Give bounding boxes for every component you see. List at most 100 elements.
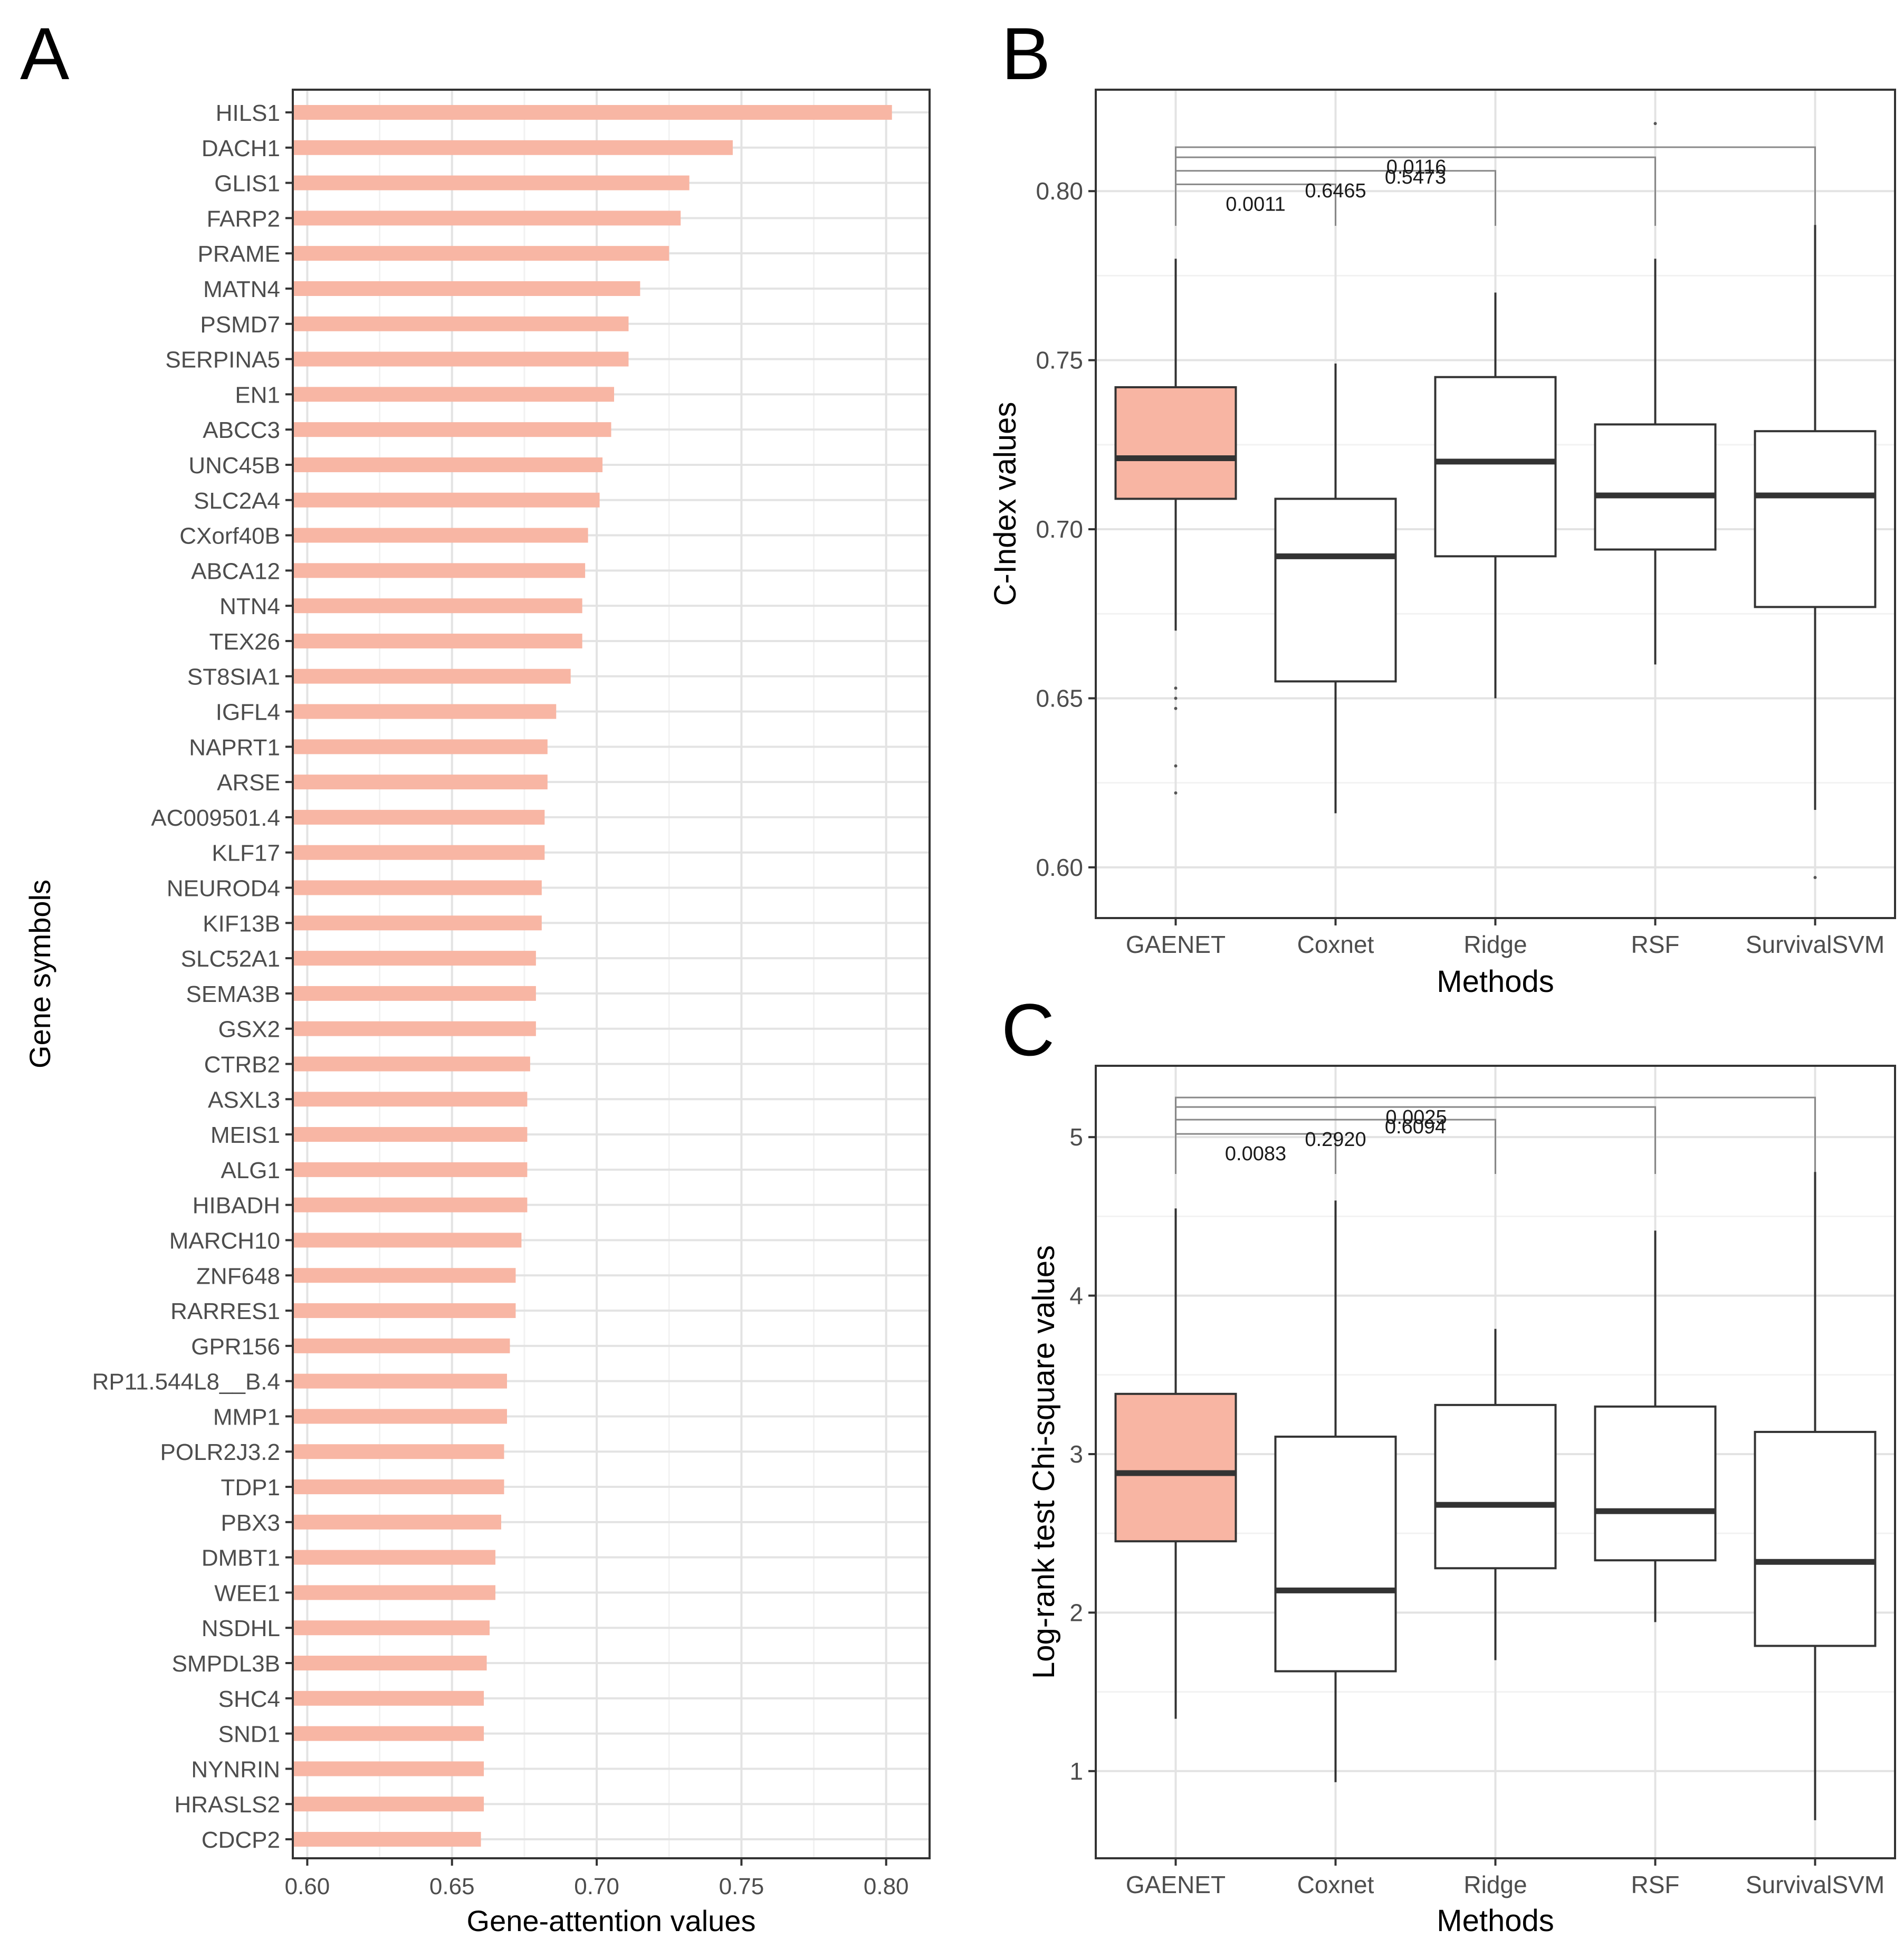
- panel-c-comparison-bracket: [1175, 1096, 1816, 1174]
- panel-a-bar: [293, 1550, 496, 1565]
- panel-a-x-tick-label: 0.65: [429, 1874, 475, 1899]
- panel-a-y-tick-label: DMBT1: [202, 1545, 280, 1571]
- panel-a-y-tick-label: ST8SIA1: [187, 664, 280, 690]
- panel-c-y-axis-title: Log-rank test Chi-square values: [1027, 1245, 1061, 1679]
- panel-c-y-tick-label: 1: [1069, 1757, 1083, 1785]
- panel-a-bar: [293, 387, 614, 402]
- panel-a-bar: [293, 140, 733, 155]
- panel-b-y-axis-title: C-Index values: [988, 402, 1022, 606]
- panel-a-y-tick-label: IGFL4: [216, 700, 280, 725]
- panel-letter-b: B: [1001, 12, 1050, 95]
- panel-a-y-tick-label: FARP2: [207, 206, 280, 232]
- panel-a-bar: [293, 668, 571, 684]
- panel-a-bar: [293, 809, 545, 825]
- panel-a-bar: [293, 316, 629, 331]
- panel-b-y-tick-label: 0.65: [1036, 684, 1083, 712]
- panel-b-x-tick-label: Ridge: [1463, 931, 1527, 958]
- panel-b-x-tick-label: Coxnet: [1297, 931, 1374, 958]
- panel-c-box-coxnet: [1274, 1435, 1397, 1673]
- panel-b-y-tick-label: 0.70: [1036, 515, 1083, 543]
- panel-a-bar: [293, 281, 640, 296]
- panel-c-x-tick-label: SurvivalSVM: [1746, 1871, 1884, 1898]
- panel-a-y-tick-label: SMPDL3B: [172, 1651, 280, 1677]
- panel-c-x-tick-label: RSF: [1631, 1871, 1680, 1898]
- panel-b-x-tick-label: SurvivalSVM: [1746, 931, 1884, 958]
- panel-a-y-tick-label: ABCA12: [191, 558, 280, 584]
- panel-a-bar: [293, 1479, 504, 1495]
- panel-a-bar: [293, 739, 548, 754]
- panel-b-x-tick-label: RSF: [1631, 931, 1680, 958]
- panel-a-bar: [293, 457, 603, 472]
- panel-a-y-tick-label: SND1: [218, 1722, 280, 1747]
- panel-b-x-tick-label: GAENET: [1126, 931, 1226, 958]
- panel-a-bar: [293, 1373, 507, 1389]
- panel-a-bar: [293, 1656, 487, 1671]
- panel-a-bar: [293, 1620, 490, 1636]
- panel-a-y-tick-label: GSX2: [218, 1017, 280, 1043]
- panel-b-outlier-point: [1174, 764, 1178, 768]
- panel-c-p-value-label: 0.0025: [1385, 1106, 1447, 1129]
- panel-b-y-tick-label: 0.75: [1036, 347, 1083, 374]
- panel-a-bar: [293, 704, 557, 719]
- panel-a-bar: [293, 1585, 496, 1600]
- panel-a-y-tick-label: ALG1: [221, 1158, 280, 1183]
- panel-c-p-value-label: 0.2920: [1305, 1129, 1366, 1151]
- panel-b-y-tick-label: 0.60: [1036, 854, 1083, 881]
- panel-c-box-survivalsvm: [1754, 1430, 1877, 1647]
- panel-a-y-tick-label: MATN4: [203, 276, 280, 302]
- panel-a-y-tick-label: NSDHL: [202, 1616, 280, 1641]
- panel-a-y-tick-label: NYNRIN: [191, 1756, 280, 1782]
- panel-b-y-tick-label: 0.80: [1036, 177, 1083, 205]
- panel-c-y-tick-label: 2: [1069, 1599, 1083, 1626]
- panel-a-y-tick-label: RP11.544L8__B.4: [92, 1369, 280, 1395]
- panel-a-bar: [293, 175, 690, 190]
- panel-a-x-tick-label: 0.80: [864, 1874, 909, 1899]
- panel-a-bar: [293, 422, 611, 437]
- panel-a-y-tick-label: DACH1: [202, 136, 280, 161]
- panel-a-y-tick-label: ZNF648: [196, 1263, 280, 1289]
- panel-a-y-tick-label: WEE1: [214, 1580, 280, 1606]
- panel-a-bar: [293, 775, 548, 790]
- panel-a-bars: [293, 105, 892, 1847]
- panel-a-x-axis: 0.60 0.65 0.70 0.75 0.80: [285, 1858, 909, 1899]
- panel-a-bar: [293, 1021, 536, 1036]
- panel-a-bar: [293, 633, 582, 648]
- panel-c-x-axis-title: Methods: [1437, 1904, 1554, 1938]
- panel-a-y-tick-label: ASXL3: [208, 1087, 280, 1113]
- panel-a-x-tick-label: 0.70: [574, 1874, 619, 1899]
- panel-letter-a: A: [20, 12, 70, 95]
- panel-a-y-tick-label: GPR156: [191, 1334, 280, 1360]
- panel-b-p-value-label: 0.6465: [1305, 180, 1366, 202]
- panel-a-y-tick-label: PSMD7: [200, 312, 280, 338]
- panel-a-y-tick-label: MARCH10: [169, 1228, 280, 1254]
- panel-a-bar: [293, 880, 542, 895]
- panel-letter-c: C: [1001, 988, 1055, 1071]
- panel-a-bar: [293, 1832, 481, 1847]
- panel-b-y-axis: 0.60 0.65 0.70 0.75 0.80: [1036, 177, 1096, 881]
- panel-b-p-value-label: 0.5473: [1385, 166, 1446, 188]
- panel-a-y-tick-label: HRASLS2: [174, 1792, 280, 1818]
- panel-b-outlier-point: [1174, 706, 1178, 710]
- panel-b-p-value-label: 0.0011: [1226, 193, 1285, 215]
- panel-a-bar: [293, 563, 586, 578]
- panel-b-outlier-point: [1653, 122, 1657, 126]
- panel-a-bar: [293, 915, 542, 931]
- panel-a-bar: [293, 1092, 528, 1107]
- panel-c-y-axis: 1 2 3 4 5: [1069, 1123, 1096, 1785]
- panel-a-bar: [293, 1797, 484, 1812]
- panel-a-bar: [293, 1268, 516, 1283]
- panel-c-x-tick-label: GAENET: [1126, 1871, 1226, 1898]
- panel-a-y-tick-label: CDCP2: [202, 1827, 280, 1853]
- panel-a-y-tick-label: SEMA3B: [186, 981, 280, 1007]
- panel-a-y-axis: HILS1 DACH1 GLIS1 FARP2 PRAME MATN4 PSMD7 SERPI…: [92, 100, 293, 1853]
- panel-a-bar: [293, 951, 536, 966]
- panel-a-y-tick-label: HILS1: [216, 100, 280, 126]
- panel-c-box-rsf: [1594, 1405, 1717, 1562]
- panel-b-outlier-point: [1174, 696, 1178, 700]
- panel-b-outlier-point: [1174, 791, 1178, 795]
- panel-a-y-tick-label: CXorf40B: [179, 523, 280, 549]
- panel-a-y-tick-label: SHC4: [218, 1686, 280, 1712]
